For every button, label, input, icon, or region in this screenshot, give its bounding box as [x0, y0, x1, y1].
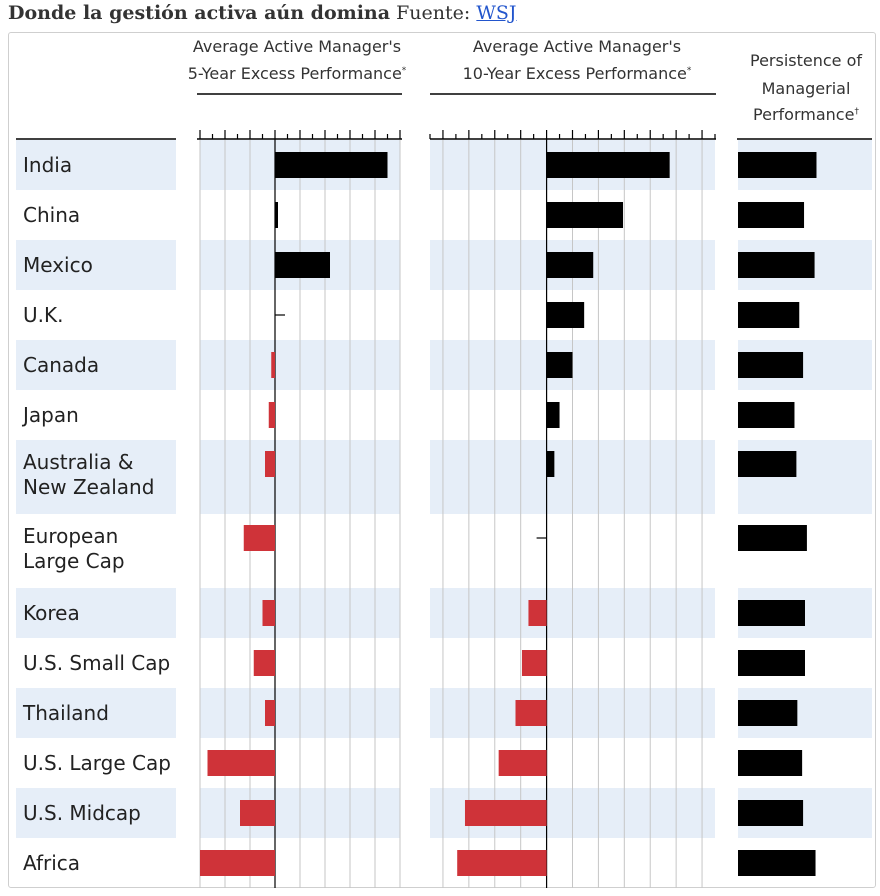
series-header-mark: * [402, 66, 407, 76]
bar-2 [738, 302, 800, 328]
chart-title: Donde la gestión activa aún domina [8, 2, 391, 24]
bar-2 [738, 525, 807, 551]
category-label: China [23, 203, 80, 227]
bar-2 [738, 352, 804, 378]
bar-1 [521, 650, 547, 676]
source-prefix: Fuente: [396, 2, 471, 24]
bar-1 [457, 850, 547, 876]
series-header-2: Managerial [762, 79, 851, 98]
bar-0 [265, 700, 275, 726]
bar-2 [738, 600, 805, 626]
category-label: New Zealand [23, 475, 154, 499]
row-band-label-6 [16, 440, 176, 514]
series-header-1: Average Active Manager's [473, 37, 681, 56]
bar-2 [738, 650, 805, 676]
bar-0 [271, 352, 275, 378]
bar-0 [275, 252, 330, 278]
series-header-mark: * [687, 66, 692, 76]
bar-0 [240, 800, 275, 826]
row-band-label-8 [16, 588, 176, 638]
bar-0 [243, 525, 275, 551]
category-label: Africa [23, 851, 80, 875]
bar-2 [738, 700, 798, 726]
category-label: European [23, 524, 118, 548]
row-band-label-2 [16, 240, 176, 290]
bar-1 [546, 302, 585, 328]
row-band-label-12 [16, 788, 176, 838]
category-label: Thailand [22, 701, 109, 725]
bar-1 [528, 600, 547, 626]
series-header-0: Average Active Manager's [193, 37, 401, 56]
bar-2 [738, 252, 815, 278]
series-header-2: Performance† [753, 105, 859, 124]
bar-2 [738, 800, 804, 826]
bar-0 [275, 152, 388, 178]
series-header-mark: † [854, 107, 859, 117]
chart-frame [8, 32, 876, 888]
chart-caption: Donde la gestión activa aún domina Fuent… [8, 2, 517, 24]
bar-0 [268, 402, 275, 428]
bar-0 [275, 202, 278, 228]
bar-1 [546, 202, 624, 228]
category-label: U.S. Midcap [23, 801, 141, 825]
bar-0 [262, 600, 275, 626]
bar-1 [546, 352, 573, 378]
category-label: U.S. Large Cap [23, 751, 171, 775]
series-header-2: Persistence of [750, 51, 862, 70]
bar-1 [546, 152, 670, 178]
bar-1 [546, 451, 555, 477]
bar-1 [546, 252, 594, 278]
bar-0 [200, 850, 275, 876]
source-link[interactable]: WSJ [476, 2, 517, 24]
bar-0 [253, 650, 275, 676]
category-label: India [23, 153, 72, 177]
row-band-label-4 [16, 340, 176, 390]
category-label: Mexico [23, 253, 93, 277]
bar-2 [738, 152, 817, 178]
category-label: Large Cap [23, 549, 125, 573]
bar-1 [464, 800, 547, 826]
row-band-label-10 [16, 688, 176, 738]
category-label: U.K. [23, 303, 63, 327]
series-header-0: 5-Year Excess Performance* [188, 64, 407, 83]
bar-2 [738, 402, 795, 428]
bar-2 [738, 451, 797, 477]
bar-1 [515, 700, 547, 726]
bar-0 [207, 750, 275, 776]
row-band-label-0 [16, 140, 176, 190]
category-label: Korea [23, 601, 80, 625]
series-header-1: 10-Year Excess Performance* [463, 64, 692, 83]
category-label: Australia & [23, 450, 133, 474]
category-label: Japan [21, 403, 79, 427]
bar-1 [498, 750, 547, 776]
bar-2 [738, 850, 816, 876]
bar-1 [546, 402, 560, 428]
bar-0 [265, 451, 275, 477]
bar-2 [738, 750, 803, 776]
bar-2 [738, 202, 805, 228]
category-label: Canada [23, 353, 99, 377]
category-label: U.S. Small Cap [23, 651, 170, 675]
